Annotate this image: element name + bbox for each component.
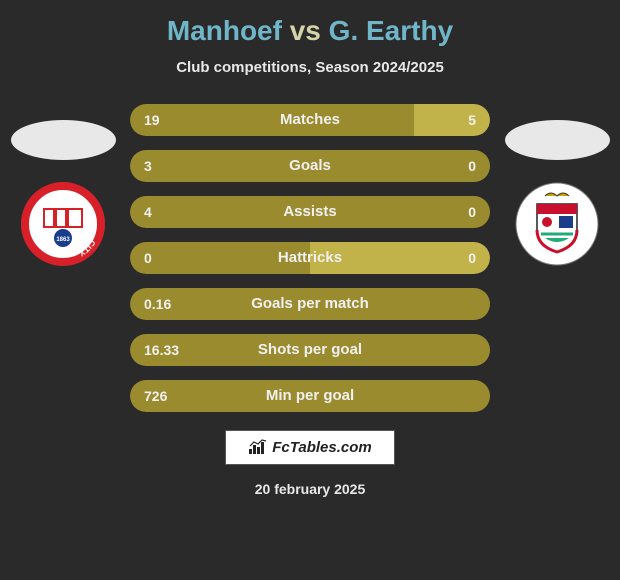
- stat-row: 16.33Shots per goal: [130, 334, 490, 366]
- player2-column: [502, 120, 612, 266]
- stat-label: Assists: [130, 196, 490, 228]
- season-subtitle: Club competitions, Season 2024/2025: [0, 59, 620, 76]
- stat-bars: 195Matches 30Goals 40Assists 00Hattricks 0.1…: [130, 104, 490, 412]
- stat-label: Shots per goal: [130, 334, 490, 366]
- stat-label: Goals: [130, 150, 490, 182]
- player1-club-logo: 1863 STOKE STOKE CITY: [21, 182, 105, 266]
- comparison-title: Manhoef vs G. Earthy: [0, 15, 620, 47]
- stat-row: 195Matches: [130, 104, 490, 136]
- stat-label: Matches: [130, 104, 490, 136]
- stat-row: 00Hattricks: [130, 242, 490, 274]
- player1-avatar: [11, 120, 116, 160]
- player1-name: Manhoef: [167, 15, 282, 46]
- chart-icon: [248, 439, 268, 455]
- stat-label: Min per goal: [130, 380, 490, 412]
- stat-row: 40Assists: [130, 196, 490, 228]
- branding-box[interactable]: FcTables.com: [225, 430, 395, 465]
- stat-label: Hattricks: [130, 242, 490, 274]
- player2-club-logo: [515, 182, 599, 266]
- player2-name: G. Earthy: [329, 15, 453, 46]
- stat-row: 0.16Goals per match: [130, 288, 490, 320]
- player2-avatar: [505, 120, 610, 160]
- stat-label: Goals per match: [130, 288, 490, 320]
- snapshot-date: 20 february 2025: [0, 481, 620, 497]
- branding-text: FcTables.com: [272, 439, 371, 456]
- stat-row: 726Min per goal: [130, 380, 490, 412]
- stat-row: 30Goals: [130, 150, 490, 182]
- svg-text:1863: 1863: [56, 237, 70, 243]
- vs-text: vs: [290, 15, 321, 46]
- player1-column: 1863 STOKE STOKE CITY: [8, 120, 118, 266]
